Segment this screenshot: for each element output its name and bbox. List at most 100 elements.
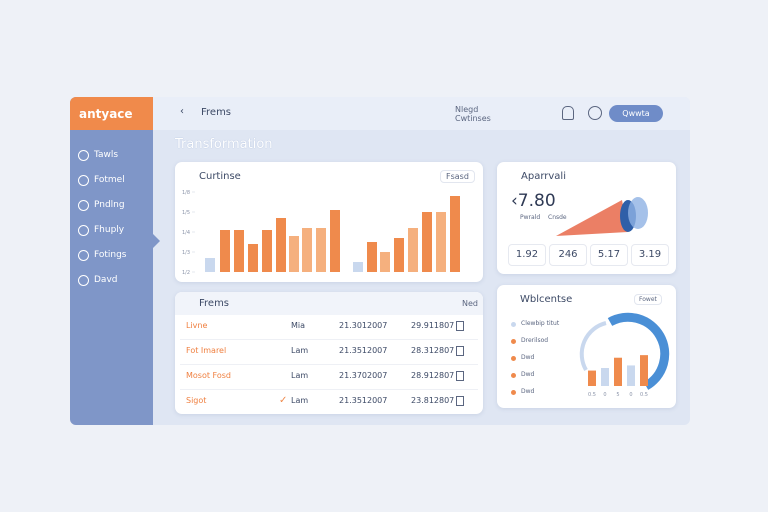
bar <box>588 370 596 386</box>
bar <box>353 262 363 272</box>
bar <box>422 212 432 272</box>
legend-item: Dwd <box>521 371 535 378</box>
nav-item[interactable]: Tawls <box>94 150 119 160</box>
nav-icon <box>78 275 89 286</box>
nav-item[interactable]: Pndlng <box>94 200 125 210</box>
cell: 21.3512007 <box>339 396 388 405</box>
dropdown[interactable]: Fsasd <box>440 170 475 183</box>
stat: 246 <box>549 244 587 266</box>
legend-dot <box>511 356 516 361</box>
nav-icon <box>78 200 89 211</box>
stat: 3.19 <box>631 244 669 266</box>
row-icon[interactable] <box>456 396 464 406</box>
stat: 1.92 <box>508 244 546 266</box>
nav-item[interactable]: Fotings <box>94 250 127 260</box>
cell: 28.312807 <box>411 346 455 355</box>
y-tick-label: 1/2 <box>182 270 190 276</box>
logo[interactable]: antyace <box>79 107 133 121</box>
donut-arc <box>579 321 607 371</box>
table-header <box>175 292 483 315</box>
decor-wedge <box>556 200 628 236</box>
cell: 21.3512007 <box>339 346 388 355</box>
logo-bar <box>70 97 153 130</box>
legend-dot <box>511 390 516 395</box>
cell: 28.912807 <box>411 371 455 380</box>
back[interactable]: ‹ <box>180 106 184 117</box>
bar <box>380 252 390 272</box>
clock-icon[interactable] <box>588 106 602 120</box>
check: ✓ <box>279 395 288 406</box>
cell: Fot Imarel <box>186 346 227 355</box>
bar <box>220 230 230 272</box>
row-divider <box>180 339 478 340</box>
bar <box>234 230 244 272</box>
bar <box>627 365 635 386</box>
y-tick-label: 1/3 <box>182 250 190 256</box>
table-action[interactable]: Ned <box>462 299 478 308</box>
nav-item[interactable]: Davd <box>94 275 118 285</box>
card-title: Wblcentse <box>520 294 573 305</box>
x-tick-label: 0 <box>629 392 632 398</box>
legend-item: Drerilsod <box>521 337 549 344</box>
bar <box>436 212 446 272</box>
nav-item[interactable]: Fotmel <box>94 175 125 185</box>
nav-pointer <box>153 234 160 248</box>
table-title: Frems <box>199 298 230 309</box>
row-icon[interactable] <box>456 346 464 356</box>
row-divider <box>180 389 478 390</box>
bar <box>640 355 648 386</box>
bar <box>367 242 377 272</box>
info: Nlegd Cwtinses <box>455 105 491 123</box>
card-title: Curtinse <box>199 171 241 182</box>
dropdown[interactable]: Fowet <box>634 294 662 305</box>
stat: 5.17 <box>590 244 628 266</box>
x-tick-label: 0 <box>603 392 606 398</box>
bar <box>394 238 404 272</box>
search-button[interactable]: Qwwta <box>609 105 663 122</box>
legend-dot <box>511 373 516 378</box>
donut-arc <box>607 312 670 390</box>
cell: Mia <box>291 321 306 330</box>
bar <box>450 196 460 272</box>
cell: Lam <box>291 371 309 380</box>
cell: 29.911807 <box>411 321 455 330</box>
nav-icon <box>78 225 89 236</box>
card-title: Aparrvali <box>521 171 566 182</box>
bar <box>614 357 622 386</box>
nav-icon <box>78 175 89 186</box>
amount: ‹7.80 <box>511 191 556 211</box>
cell: 21.3012007 <box>339 321 388 330</box>
cell: 21.3702007 <box>339 371 388 380</box>
legend-item: Clewbip titut <box>521 320 560 327</box>
user-icon[interactable] <box>562 106 574 120</box>
legend-item: Dwd <box>521 388 535 395</box>
cell: Lam <box>291 396 309 405</box>
legend-item: Pwrald <box>520 214 541 221</box>
breadcrumb[interactable]: Frems <box>201 107 232 118</box>
cell: Mosot Fosd <box>186 371 231 380</box>
cell: 23.812807 <box>411 396 455 405</box>
bar <box>302 228 312 272</box>
row-icon[interactable] <box>456 321 464 331</box>
bar <box>289 236 299 272</box>
bar <box>330 210 340 272</box>
cell: Sigot <box>186 396 207 405</box>
page-title: Transformation <box>175 137 273 152</box>
bar <box>248 244 258 272</box>
cell: Livne <box>186 321 208 330</box>
x-tick-label: 5 <box>616 392 619 398</box>
row-icon[interactable] <box>456 371 464 381</box>
bar <box>601 368 609 386</box>
legend-dot <box>511 339 516 344</box>
y-tick-label: 1/8 <box>182 190 190 196</box>
cell: Lam <box>291 346 309 355</box>
decor <box>628 197 648 229</box>
bar <box>205 258 215 272</box>
bar <box>262 230 272 272</box>
legend-item: Dwd <box>521 354 535 361</box>
bar <box>408 228 418 272</box>
nav-item[interactable]: Fhuply <box>94 225 125 235</box>
legend-item: Cnsde <box>548 214 567 221</box>
